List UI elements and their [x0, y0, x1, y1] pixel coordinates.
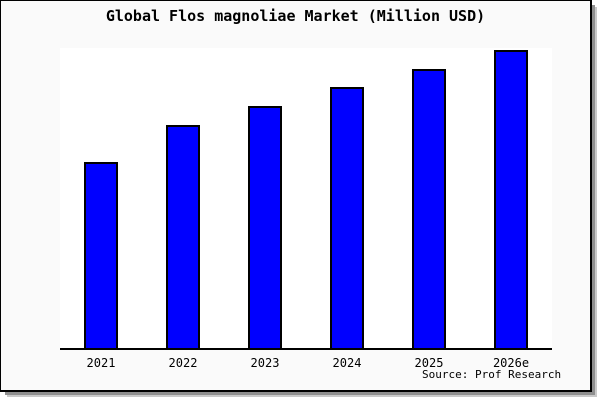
plot-area — [60, 48, 552, 350]
x-tick-label-2026e: 2026e — [492, 356, 530, 370]
bar-2025 — [412, 69, 446, 348]
bar-2024 — [330, 87, 364, 348]
chart-figure: Global Flos magnoliae Market (Million US… — [0, 0, 592, 392]
x-tick-label-2025: 2025 — [414, 356, 444, 370]
bar-2026e — [494, 50, 528, 348]
bar-2023 — [248, 106, 282, 348]
chart-title: Global Flos magnoliae Market (Million US… — [105, 7, 486, 25]
bar-2022 — [166, 125, 200, 348]
x-tick-label-2024: 2024 — [332, 356, 362, 370]
x-tick-label-2021: 2021 — [86, 356, 116, 370]
x-tick-label-2022: 2022 — [168, 356, 198, 370]
bar-2021 — [84, 162, 118, 348]
source-credit: Source: Prof Research — [422, 368, 562, 381]
x-tick-label-2023: 2023 — [250, 356, 280, 370]
